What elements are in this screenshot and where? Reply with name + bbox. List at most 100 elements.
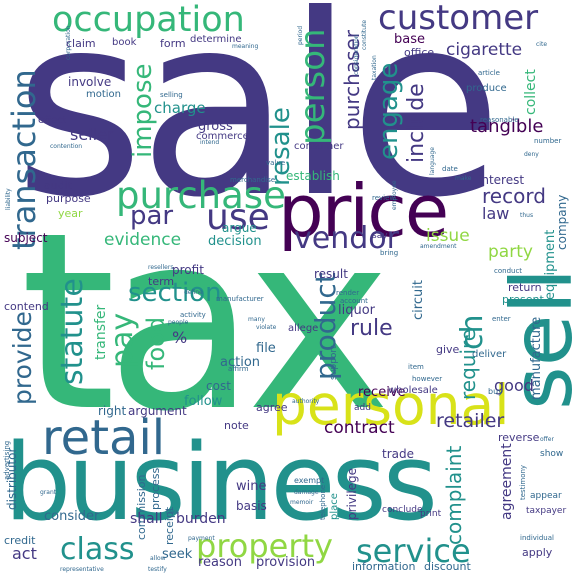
word-collect: collect: [523, 69, 539, 115]
word-year: year: [58, 207, 83, 220]
word-receive: receive: [358, 385, 406, 400]
word-testimony: testimony: [519, 464, 527, 500]
word-record: record: [482, 184, 546, 208]
word-seller: seller: [70, 125, 114, 144]
word-tangible: tangible: [470, 116, 544, 137]
word-memoir: memoir: [290, 499, 314, 506]
word-impose: impose: [128, 63, 158, 158]
word-however: however: [412, 375, 443, 383]
word-meaning: meaning: [232, 43, 259, 50]
word-establish: establish: [286, 169, 340, 183]
word-argument: argument: [128, 404, 187, 418]
word-article: article: [478, 69, 500, 77]
word-claim: claim: [66, 37, 96, 50]
word-decision: decision: [208, 234, 262, 249]
word-party: party: [488, 242, 533, 262]
word-circuit: circuit: [411, 280, 426, 320]
word-agree: agree: [256, 401, 288, 414]
word-agreement: agreement: [499, 443, 515, 520]
word-reasonable: reasonable: [480, 116, 519, 124]
word-profit: profit: [172, 263, 204, 277]
word-book: book: [112, 37, 137, 48]
word-tax: tax: [20, 180, 391, 465]
word-liquor: liquor: [338, 303, 376, 318]
word-allow: allow: [150, 555, 166, 562]
word-trade: trade: [382, 447, 414, 461]
word-action: action: [220, 355, 261, 370]
word-customer: customer: [378, 0, 539, 38]
word-purpose: purpose: [46, 192, 91, 205]
word-credit: credit: [4, 534, 36, 547]
word-offer: offer: [540, 436, 554, 443]
word-basis: basis: [236, 499, 267, 513]
word-testify: testify: [148, 566, 167, 573]
word-period: period: [297, 25, 304, 45]
word-contract: contract: [324, 418, 395, 438]
word-contend: contend: [4, 300, 49, 313]
word-wine: wine: [236, 479, 267, 494]
word-show: show: [540, 449, 564, 459]
word-good: good: [494, 376, 534, 395]
word-class: class: [60, 532, 135, 567]
word-activity: activity: [180, 311, 206, 319]
word-audit: audit: [44, 179, 73, 192]
word-buy: buy: [488, 387, 503, 396]
word-value: value: [266, 159, 286, 167]
word-language: language: [429, 147, 436, 175]
word-law: law: [482, 204, 510, 223]
word-render: render: [336, 289, 360, 297]
word-print: print: [420, 509, 442, 519]
word-result: result: [314, 267, 348, 281]
word-make: make: [455, 175, 472, 182]
word-evidence: evidence: [104, 230, 182, 250]
word-exempt: exempt: [294, 476, 325, 485]
word-gross: gross: [198, 119, 233, 134]
word-conclude: conclude: [382, 505, 423, 515]
word-item: item: [408, 363, 424, 371]
word-follow: follow: [184, 394, 223, 409]
word-provide: provide: [8, 311, 37, 405]
word-par: par: [130, 201, 174, 231]
word-taxation: taxation: [371, 55, 378, 80]
word-service: service: [356, 532, 471, 570]
word-retailer: retailer: [436, 410, 505, 432]
word-price: price: [278, 169, 449, 253]
word-include: include: [404, 83, 429, 163]
word-vendor: vendor: [294, 221, 399, 256]
word-representative: representative: [60, 566, 104, 573]
word-cite: cite: [536, 41, 548, 48]
word-violate: violate: [256, 324, 277, 331]
word-subject: subject: [4, 231, 48, 245]
word-engage: engage: [374, 62, 404, 160]
word-section: section: [128, 278, 222, 308]
word-affirm: affirm: [228, 365, 249, 373]
word-rule: rule: [350, 316, 393, 341]
word-base: base: [394, 32, 425, 47]
word-privilege: privilege: [345, 467, 359, 520]
word-reverse: reverse: [498, 431, 540, 444]
word-liability: liability: [5, 188, 12, 210]
word-consideration: consideration: [353, 34, 360, 75]
word-business: business: [4, 421, 438, 544]
word-form: form: [160, 37, 186, 50]
word-define: define: [184, 289, 203, 296]
word-produce: produce: [466, 83, 507, 94]
word-motion: motion: [86, 89, 122, 100]
word-merchandise: merchandise: [230, 176, 276, 184]
word-account: account: [340, 297, 368, 305]
word-payment: payment: [188, 535, 215, 542]
word-allege: allege: [288, 323, 319, 334]
word-commission: commission: [135, 474, 148, 540]
word-effect: effect: [38, 115, 67, 126]
word-cigarette: cigarette: [446, 40, 523, 60]
word-argue: argue: [222, 221, 257, 235]
word-people: people: [168, 319, 189, 326]
word-add: add: [354, 403, 371, 413]
word-commerce: commerce: [196, 131, 249, 142]
word-note: note: [224, 419, 249, 432]
word-grant: grant: [40, 489, 57, 496]
word-many: many: [248, 316, 265, 323]
word-support: support: [329, 345, 339, 380]
word-company: company: [555, 194, 569, 250]
word-date: date: [442, 165, 458, 173]
